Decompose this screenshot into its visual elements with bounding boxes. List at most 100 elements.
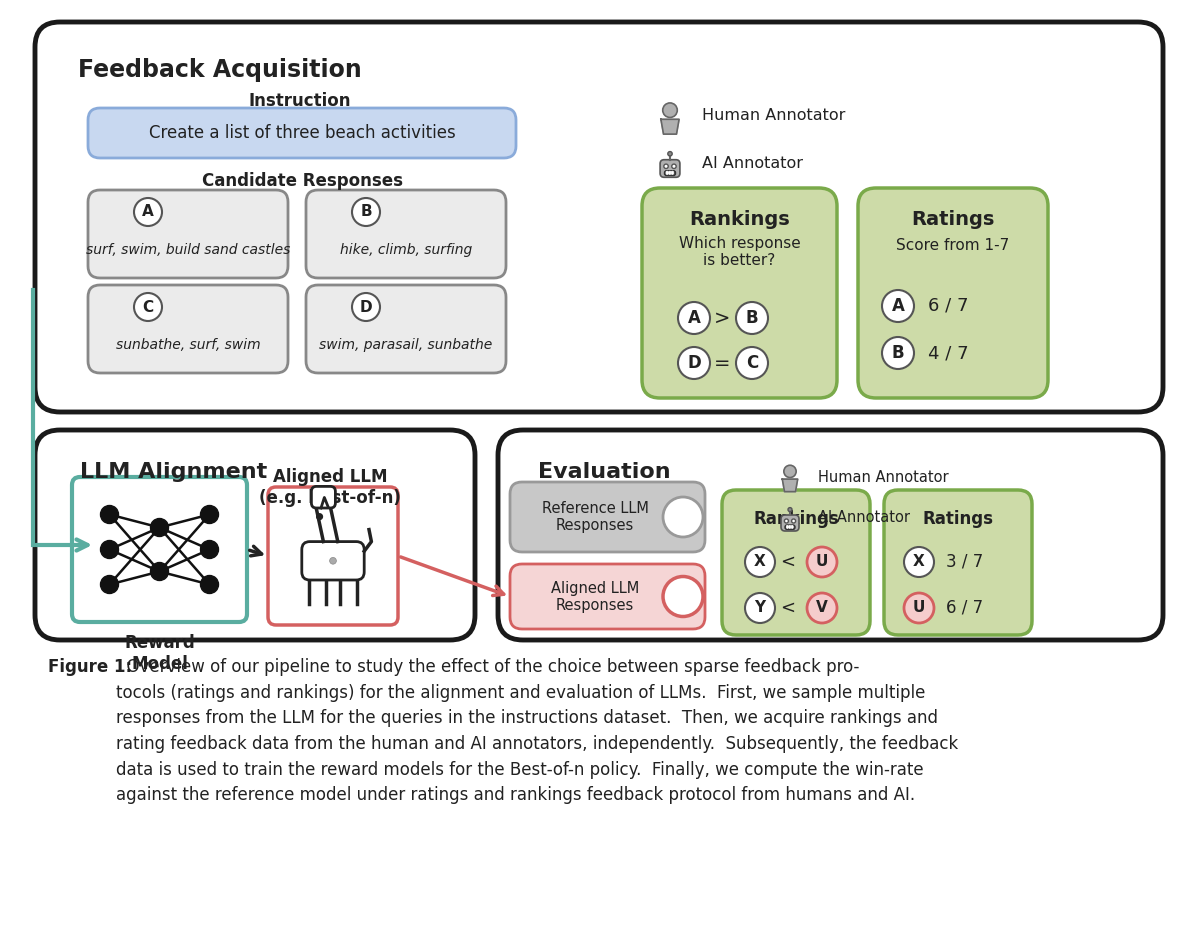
FancyBboxPatch shape: [35, 22, 1163, 412]
Text: U: U: [913, 601, 925, 616]
FancyBboxPatch shape: [642, 188, 837, 398]
Circle shape: [882, 290, 914, 322]
Text: <: <: [781, 599, 795, 617]
Circle shape: [783, 465, 797, 477]
Text: hike, climb, surfing: hike, climb, surfing: [340, 243, 472, 257]
Text: LLM Alignment: LLM Alignment: [80, 462, 267, 482]
Circle shape: [736, 302, 768, 334]
Text: B: B: [745, 309, 758, 327]
Text: Aligned LLM
(e.g. best-of-n): Aligned LLM (e.g. best-of-n): [259, 468, 401, 507]
Circle shape: [352, 293, 380, 321]
Text: C: C: [746, 354, 758, 372]
FancyBboxPatch shape: [305, 285, 506, 373]
Circle shape: [678, 302, 710, 334]
FancyBboxPatch shape: [858, 188, 1048, 398]
Text: B: B: [891, 344, 904, 362]
Text: B: B: [361, 205, 371, 219]
Text: Create a list of three beach activities: Create a list of three beach activities: [149, 124, 455, 142]
Circle shape: [101, 575, 119, 593]
Circle shape: [788, 507, 792, 512]
FancyBboxPatch shape: [311, 487, 335, 508]
Circle shape: [200, 575, 218, 593]
Text: 6 / 7: 6 / 7: [946, 599, 984, 617]
Text: D: D: [359, 300, 373, 315]
Circle shape: [352, 198, 380, 226]
Text: AI Annotator: AI Annotator: [702, 155, 803, 171]
Text: surf, swim, build sand castles: surf, swim, build sand castles: [86, 243, 290, 257]
Text: Human Annotator: Human Annotator: [702, 107, 846, 122]
Polygon shape: [782, 479, 798, 491]
Circle shape: [745, 593, 775, 623]
Text: A: A: [688, 309, 701, 327]
Circle shape: [785, 519, 788, 523]
Circle shape: [807, 547, 837, 577]
Text: X: X: [913, 555, 925, 570]
Text: Human Annotator: Human Annotator: [818, 471, 949, 486]
Circle shape: [200, 541, 218, 559]
Text: Evaluation: Evaluation: [538, 462, 671, 482]
Text: Which response
is better?: Which response is better?: [678, 236, 800, 268]
FancyBboxPatch shape: [660, 160, 680, 177]
Text: swim, parasail, sunbathe: swim, parasail, sunbathe: [320, 338, 492, 352]
Circle shape: [667, 151, 672, 156]
Text: 4 / 7: 4 / 7: [928, 344, 969, 362]
FancyBboxPatch shape: [87, 190, 288, 278]
Circle shape: [662, 576, 703, 616]
Text: Ratings: Ratings: [912, 210, 994, 229]
FancyBboxPatch shape: [781, 515, 799, 531]
Circle shape: [151, 562, 169, 581]
Text: A: A: [891, 297, 904, 315]
Circle shape: [101, 541, 119, 559]
FancyBboxPatch shape: [268, 487, 398, 625]
FancyBboxPatch shape: [884, 490, 1031, 635]
Text: Overview of our pipeline to study the effect of the choice between sparse feedba: Overview of our pipeline to study the ef…: [116, 658, 958, 804]
Text: Rankings: Rankings: [754, 510, 839, 528]
FancyBboxPatch shape: [791, 526, 793, 529]
Text: 3 / 7: 3 / 7: [946, 553, 984, 571]
Circle shape: [904, 547, 934, 577]
Circle shape: [736, 347, 768, 379]
Text: Instruction: Instruction: [249, 92, 351, 110]
FancyBboxPatch shape: [72, 477, 247, 622]
FancyBboxPatch shape: [786, 526, 788, 529]
Circle shape: [151, 518, 169, 536]
Circle shape: [882, 337, 914, 369]
Circle shape: [904, 593, 934, 623]
FancyBboxPatch shape: [87, 285, 288, 373]
FancyBboxPatch shape: [666, 171, 668, 175]
FancyBboxPatch shape: [665, 171, 676, 176]
FancyBboxPatch shape: [510, 564, 704, 629]
FancyBboxPatch shape: [87, 108, 516, 158]
Text: Reward
Model: Reward Model: [125, 634, 195, 672]
FancyBboxPatch shape: [722, 490, 870, 635]
Text: X: X: [754, 555, 766, 570]
Text: 6 / 7: 6 / 7: [928, 297, 968, 315]
Circle shape: [316, 514, 322, 519]
Text: Reference LLM
Responses: Reference LLM Responses: [541, 501, 648, 533]
FancyBboxPatch shape: [35, 430, 474, 640]
Polygon shape: [661, 120, 679, 134]
Text: Feedback Acquisition: Feedback Acquisition: [78, 58, 362, 82]
Circle shape: [672, 164, 676, 168]
Text: =: =: [714, 353, 731, 373]
Text: Rankings: Rankings: [689, 210, 789, 229]
FancyBboxPatch shape: [785, 525, 795, 530]
Text: D: D: [688, 354, 701, 372]
FancyBboxPatch shape: [498, 430, 1163, 640]
Text: Candidate Responses: Candidate Responses: [201, 172, 403, 190]
FancyBboxPatch shape: [302, 542, 364, 580]
Circle shape: [662, 497, 703, 537]
Circle shape: [329, 558, 337, 564]
Text: Score from 1-7: Score from 1-7: [896, 238, 1010, 253]
Text: A: A: [143, 205, 153, 219]
Circle shape: [792, 519, 795, 523]
Text: Y: Y: [755, 601, 766, 616]
Text: <: <: [781, 553, 795, 571]
FancyBboxPatch shape: [671, 171, 673, 175]
Text: >: >: [714, 308, 731, 328]
Text: AI Annotator: AI Annotator: [818, 511, 910, 526]
FancyBboxPatch shape: [305, 190, 506, 278]
Text: C: C: [143, 300, 153, 315]
Circle shape: [664, 164, 668, 168]
Circle shape: [662, 103, 677, 118]
